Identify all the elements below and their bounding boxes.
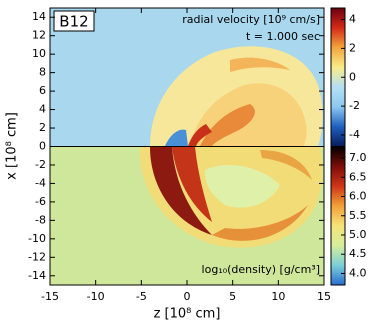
x-tick-label: 0: [184, 290, 191, 303]
y-tick-label: 14: [32, 10, 46, 23]
y-tick-label: -12: [28, 250, 46, 263]
colorbar-tick-label: 0: [349, 70, 356, 83]
x-axis-label: z [10⁸ cm]: [154, 307, 221, 322]
colorbar-tick-label: 5.5: [349, 209, 367, 222]
y-tick-label: -6: [35, 195, 46, 208]
y-tick-label: -4: [35, 176, 46, 189]
x-tick-label: 15: [317, 290, 331, 303]
x-tick-label: 10: [271, 290, 285, 303]
colorbar-tick-label: -2: [349, 99, 360, 112]
y-tick-label: 4: [39, 103, 46, 116]
colorbar-tick-label: 5.0: [349, 228, 367, 241]
y-tick-label: -2: [35, 158, 46, 171]
velocity-field: [50, 8, 324, 147]
density-field: [50, 146, 324, 285]
y-tick-label: 0: [39, 140, 46, 153]
y-axis-label: x [10⁸ cm]: [5, 112, 20, 180]
y-tick-label: -10: [28, 232, 46, 245]
y-tick-label: 12: [32, 29, 46, 42]
density-label: log₁₀(density) [g/cm³]: [202, 263, 320, 276]
colorbar-tick-label: 7.0: [349, 151, 367, 164]
colorbar-tick-label: 4: [349, 13, 356, 26]
panel-label-box: [53, 10, 95, 32]
x-tick-label: -10: [87, 290, 105, 303]
colorbar-tick-label: 4.0: [349, 266, 367, 279]
y-tick-label: -8: [35, 213, 46, 226]
x-tick-label: 5: [229, 290, 236, 303]
x-tick-label: -15: [41, 290, 59, 303]
colorbar-tick-label: 2: [349, 41, 356, 54]
velocity-label: radial velocity [10⁹ cm/s]: [182, 13, 320, 26]
y-tick-label: 6: [39, 84, 46, 97]
y-tick-label: 2: [39, 121, 46, 134]
y-tick-label: 10: [32, 47, 46, 60]
panel-label: B12: [59, 13, 88, 31]
colorbar-tick-label: -4: [349, 128, 360, 141]
colorbar-tick-label: 6.5: [349, 170, 367, 183]
time-annotation: t = 1.000 sec: [246, 30, 320, 43]
x-tick-label: -5: [136, 290, 147, 303]
y-tick-label: -14: [28, 269, 46, 282]
colorbar-tick-label: 4.5: [349, 247, 367, 260]
colorbar-tick-label: 6.0: [349, 190, 367, 203]
y-tick-label: 8: [39, 66, 46, 79]
